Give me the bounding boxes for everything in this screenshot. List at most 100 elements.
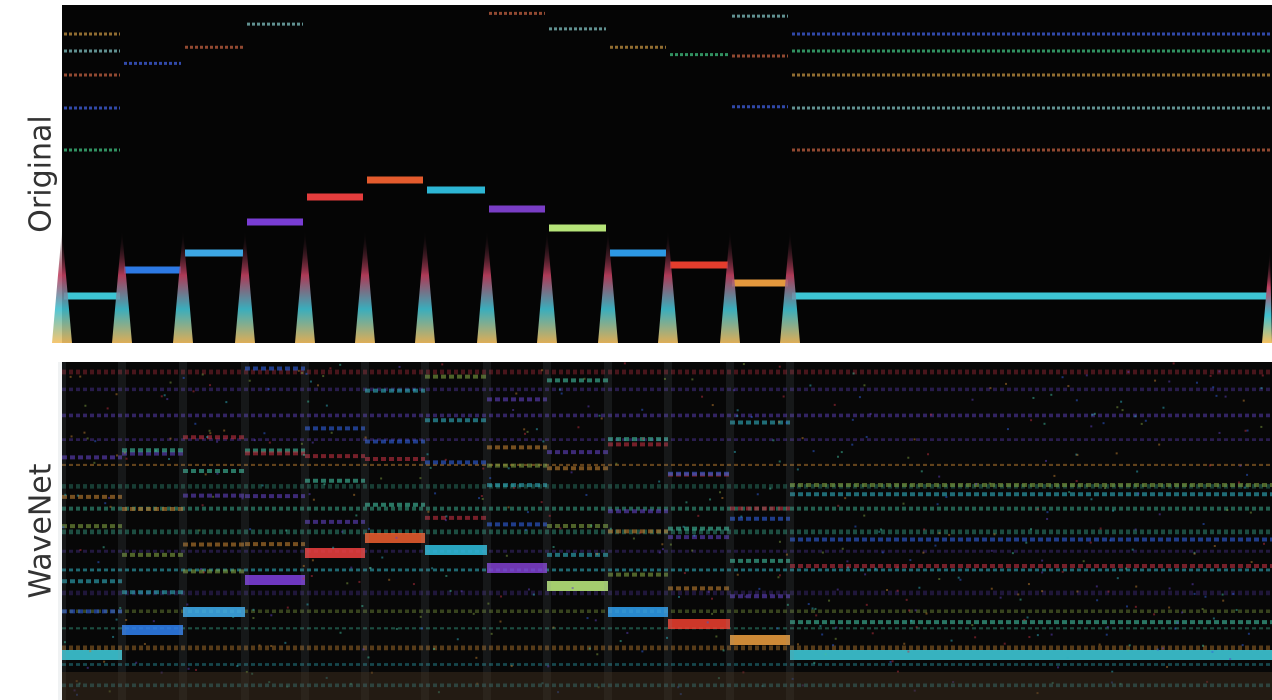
speckle bbox=[1017, 593, 1020, 596]
speckle bbox=[1109, 539, 1112, 542]
speckle bbox=[896, 670, 899, 673]
speckle bbox=[1041, 559, 1044, 562]
speckle bbox=[814, 607, 817, 610]
speckle bbox=[641, 650, 644, 653]
onset bbox=[173, 230, 193, 343]
speckle bbox=[1075, 453, 1078, 456]
onset-noise bbox=[726, 362, 734, 700]
speckle bbox=[119, 606, 122, 609]
speckle bbox=[1045, 459, 1048, 462]
speckle bbox=[821, 633, 824, 636]
speckle bbox=[302, 564, 305, 567]
speckle bbox=[1193, 592, 1196, 595]
speckle bbox=[658, 480, 661, 483]
speckle bbox=[871, 632, 874, 635]
speckle bbox=[587, 405, 590, 408]
speckle bbox=[623, 362, 626, 365]
speckle bbox=[1211, 650, 1214, 653]
speckle bbox=[971, 624, 974, 627]
onset-noise bbox=[786, 362, 794, 700]
speckle bbox=[441, 363, 444, 366]
speckle bbox=[312, 498, 315, 501]
speckle bbox=[864, 573, 867, 576]
speckle bbox=[938, 475, 941, 478]
speckle bbox=[542, 440, 545, 443]
speckle bbox=[490, 632, 493, 635]
speckle bbox=[482, 467, 485, 470]
speckle bbox=[513, 486, 516, 489]
speckle bbox=[1116, 406, 1119, 409]
speckle bbox=[94, 440, 97, 443]
speckle bbox=[69, 375, 72, 378]
speckle bbox=[683, 572, 686, 575]
speckle bbox=[585, 493, 588, 496]
speckle bbox=[813, 661, 816, 664]
speckle bbox=[863, 384, 866, 387]
speckle bbox=[918, 586, 921, 589]
speckle bbox=[732, 389, 735, 392]
speckle bbox=[216, 472, 219, 475]
speckle bbox=[772, 439, 775, 442]
speckle bbox=[202, 571, 205, 574]
speckle bbox=[1099, 527, 1102, 530]
speckle bbox=[241, 497, 244, 500]
speckle bbox=[1082, 560, 1085, 563]
speckle bbox=[711, 612, 714, 615]
speckle bbox=[990, 587, 993, 590]
onset-noise bbox=[179, 362, 187, 700]
speckle bbox=[540, 501, 543, 504]
speckle bbox=[1242, 399, 1245, 402]
speckle bbox=[472, 612, 475, 615]
speckle bbox=[736, 573, 739, 576]
speckle bbox=[778, 365, 781, 368]
speckle bbox=[297, 369, 300, 372]
speckle bbox=[487, 602, 490, 605]
speckle bbox=[489, 477, 492, 480]
speckle bbox=[559, 527, 562, 530]
speckle bbox=[1107, 590, 1110, 593]
speckle bbox=[758, 587, 761, 590]
speckle bbox=[1161, 647, 1164, 650]
speckle bbox=[310, 574, 313, 577]
speckle bbox=[212, 495, 215, 498]
speckle bbox=[1011, 552, 1014, 555]
speckle bbox=[910, 619, 913, 622]
speckle bbox=[596, 552, 599, 555]
speckle bbox=[1158, 513, 1161, 516]
speckle bbox=[697, 514, 700, 517]
speckle bbox=[1112, 509, 1115, 512]
onset-noise bbox=[58, 362, 66, 700]
speckle bbox=[115, 393, 118, 396]
speckle bbox=[1201, 644, 1204, 647]
speckle bbox=[123, 451, 126, 454]
speckle bbox=[93, 461, 96, 464]
speckle bbox=[431, 567, 434, 570]
speckle bbox=[429, 466, 432, 469]
onset bbox=[235, 230, 255, 343]
speckle bbox=[1218, 370, 1221, 373]
speckle bbox=[626, 631, 629, 634]
speckle bbox=[1134, 415, 1137, 418]
onset-noise bbox=[421, 362, 429, 700]
speckle bbox=[736, 409, 739, 412]
speckle bbox=[552, 545, 555, 548]
speckle bbox=[658, 551, 661, 554]
onset bbox=[720, 230, 740, 343]
speckle bbox=[936, 503, 939, 506]
speckle bbox=[594, 619, 597, 622]
speckle bbox=[1193, 552, 1196, 555]
speckle bbox=[1215, 394, 1218, 397]
speckle bbox=[844, 497, 847, 500]
speckle bbox=[84, 404, 87, 407]
speckle bbox=[444, 519, 447, 522]
speckle bbox=[1247, 632, 1250, 635]
speckle bbox=[1250, 561, 1253, 564]
speckle bbox=[1106, 626, 1109, 629]
speckle bbox=[639, 531, 642, 534]
speckle bbox=[903, 642, 906, 645]
speckle bbox=[1067, 385, 1070, 388]
speckle bbox=[445, 574, 448, 577]
speckle bbox=[201, 504, 204, 507]
speckle bbox=[89, 650, 92, 653]
speckle bbox=[858, 396, 861, 399]
